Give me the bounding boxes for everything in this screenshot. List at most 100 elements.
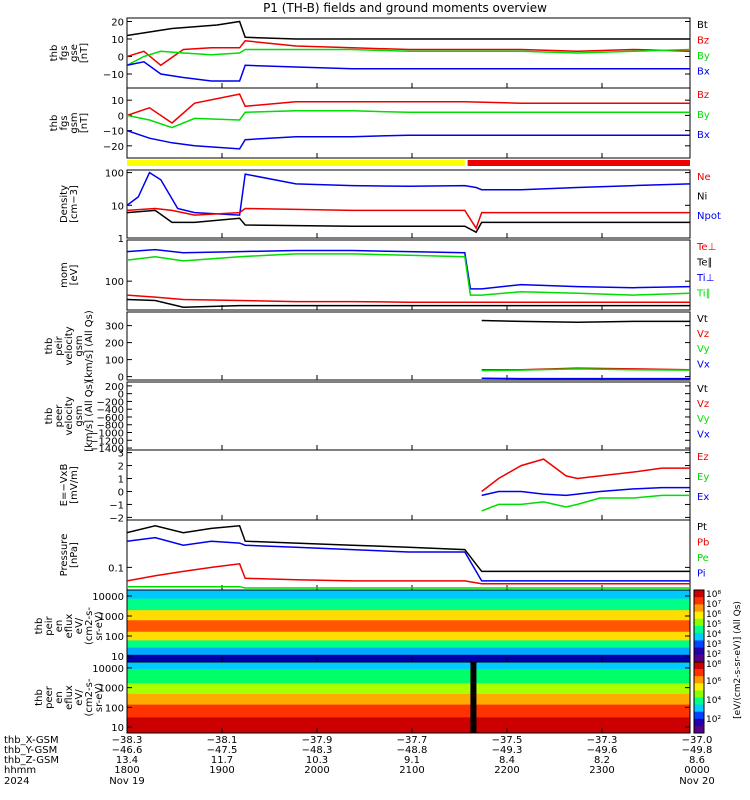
colorbar-tick: 10⁸ [706, 590, 721, 600]
y-tick-label: 0 [118, 111, 124, 122]
colorbar-tick: 10² [706, 650, 721, 660]
y-tick-label: 0.1 [108, 563, 124, 574]
panel-frame [126, 449, 691, 521]
legend-Pb: Pb [697, 538, 709, 549]
y-tick-label: −1000 [90, 429, 124, 440]
colorbar-segment [694, 647, 704, 656]
y-tick-label: −800 [97, 421, 124, 432]
y-label-line: thb [34, 618, 45, 635]
panel-frame [126, 381, 691, 451]
y-tick-label: 200 [105, 339, 124, 350]
series-Bz [126, 40, 691, 67]
spec-band [127, 631, 690, 641]
spec-band [127, 683, 690, 695]
y-tick-label: 100 [105, 277, 124, 288]
panel-frame [126, 661, 691, 734]
colorbar-segment [694, 640, 704, 649]
y-tick-label: 10 [111, 723, 124, 734]
y-label-peir_v: thb peir velocity gsm [km/s] (All Qs) [44, 310, 95, 382]
x-row-value: 8.6 [689, 755, 705, 766]
y-tick-label: 1000 [99, 612, 124, 623]
region-bar-red [467, 160, 690, 166]
panel-frame [126, 169, 691, 239]
y-tick-label: 20 [111, 18, 124, 29]
x-row-name: hhmm [4, 765, 36, 776]
y-tick-label: −1 [109, 500, 124, 511]
x-row-value: 0000 [684, 765, 709, 776]
y-tick-label: 100 [105, 632, 124, 643]
y-label-line: [nPa] [69, 542, 80, 568]
x-row-value: −37.3 [587, 735, 618, 746]
y-label-line: [cm−3] [69, 185, 80, 223]
panel-fgs_gsm: 10 0 −10 −20 thb fgs gsm [nT] Bz By Bx [49, 87, 710, 159]
y-tick-label: 0 [118, 390, 124, 401]
panel-frame [126, 87, 691, 159]
colorbar-segment [694, 662, 704, 670]
x-axis-labels: thb_X-GSM −38.3 −38.1 −37.9 −37.7 −37.5 −37.3−… [4, 735, 715, 787]
legend-Vz: Vz [697, 329, 709, 340]
y-label-line: eV/ [74, 617, 85, 634]
legend-By: By [697, 110, 710, 121]
y-label-line: eflux [64, 614, 75, 639]
legend-Ex: Ex [697, 492, 709, 503]
y-label-line: E=−VxB [59, 464, 70, 507]
panel-peir_v: 300 200 100 0 thb peir velocity gsm [km/s] (All … [44, 310, 710, 383]
x-row-value: 8.2 [594, 755, 610, 766]
x-row-value: −49.8 [682, 745, 713, 756]
legend-Bx: Bx [697, 130, 710, 141]
y-tick-label: 100 [105, 169, 124, 180]
spectrogram-peer_spec [127, 662, 690, 734]
legend-Npot: Npot [697, 211, 721, 222]
colorbar-segment [694, 611, 704, 620]
y-tick-label: −400 [97, 405, 124, 416]
y-tick-label: 10 [111, 35, 124, 46]
y-label-line: [km/s] (All Qs) [84, 310, 95, 382]
series-Ne [126, 207, 690, 230]
y-label-line: gsm [69, 112, 80, 133]
y-tick-label: −10 [103, 127, 124, 138]
x-row-value: −38.3 [112, 735, 143, 746]
y-label-line: sr-eV) [94, 611, 105, 640]
legend-Vy: Vy [697, 414, 710, 425]
series-Bx [126, 129, 690, 150]
y-tick-label: 10000 [92, 592, 124, 603]
series-Bz [126, 93, 690, 124]
x-row-value: −38.1 [207, 735, 238, 746]
panel-pressure: 0.1 Pressure [nPa] Pt Pb Pe Pi [59, 519, 709, 591]
x-row-value: −48.8 [397, 745, 428, 756]
x-row-value: 1800 [114, 765, 139, 776]
legend-By: By [697, 51, 710, 62]
y-label-line: eV/ [74, 689, 85, 706]
colorbar-segment [694, 711, 704, 720]
legend-Ey: Ey [697, 472, 709, 483]
x-row-value: −48.3 [302, 745, 333, 756]
spec-band [127, 704, 690, 718]
y-label-line: (cm2-s- [84, 607, 95, 645]
y-label-line: en [54, 691, 65, 704]
x-row-value: 13.4 [116, 755, 138, 766]
x-row-value: 2200 [494, 765, 519, 776]
legend-Vt: Vt [697, 384, 708, 395]
plot-title: P1 (TH-B) fields and ground moments over… [263, 1, 547, 15]
series-Bx [126, 60, 690, 82]
y-label-line: [nT] [79, 113, 90, 133]
x-row-name: thb_X-GSM [4, 735, 59, 746]
y-tick-label: 1000 [99, 684, 124, 695]
y-label-line: [km/s] (All Qs) [84, 380, 95, 452]
legend-Pt: Pt [697, 522, 707, 533]
y-tick-label: 1 [118, 234, 124, 245]
x-row-value: −37.7 [397, 735, 428, 746]
spec-band [127, 610, 690, 621]
x-row-value: 11.7 [211, 755, 233, 766]
series-By [126, 48, 691, 66]
legend-Vy: Vy [697, 344, 710, 355]
spec-band [127, 693, 690, 706]
colorbar-tick: 10⁶ [706, 677, 721, 687]
y-label-line: thb [49, 115, 60, 132]
legend-Ne: Ne [697, 172, 711, 183]
y-label-pressure: Pressure [nPa] [59, 534, 80, 577]
x-row-value: 9.1 [404, 755, 420, 766]
y-label-line: mom [59, 262, 70, 288]
